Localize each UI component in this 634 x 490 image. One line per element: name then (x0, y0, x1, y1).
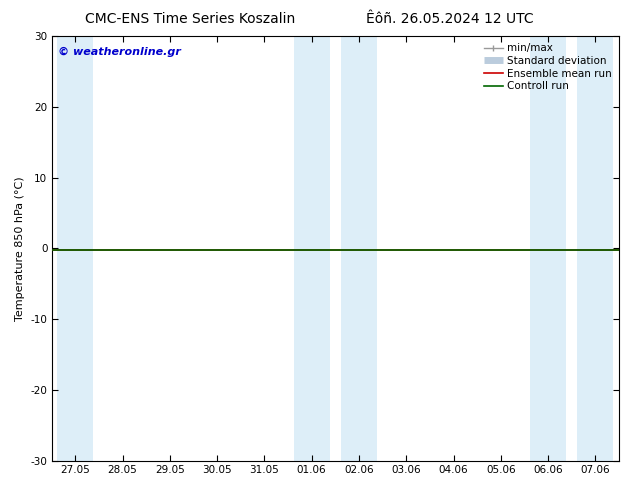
Y-axis label: Temperature 850 hPa (°C): Temperature 850 hPa (°C) (15, 176, 25, 321)
Bar (341, 36, 377, 461)
Bar (57, 36, 93, 461)
Bar (578, 36, 613, 461)
Text: Êôñ. 26.05.2024 12 UTC: Êôñ. 26.05.2024 12 UTC (366, 12, 534, 26)
Bar (530, 36, 566, 461)
Text: CMC-ENS Time Series Koszalin: CMC-ENS Time Series Koszalin (85, 12, 295, 26)
Text: © weatheronline.gr: © weatheronline.gr (58, 47, 181, 57)
Legend: min/max, Standard deviation, Ensemble mean run, Controll run: min/max, Standard deviation, Ensemble me… (480, 39, 616, 96)
Bar (294, 36, 330, 461)
